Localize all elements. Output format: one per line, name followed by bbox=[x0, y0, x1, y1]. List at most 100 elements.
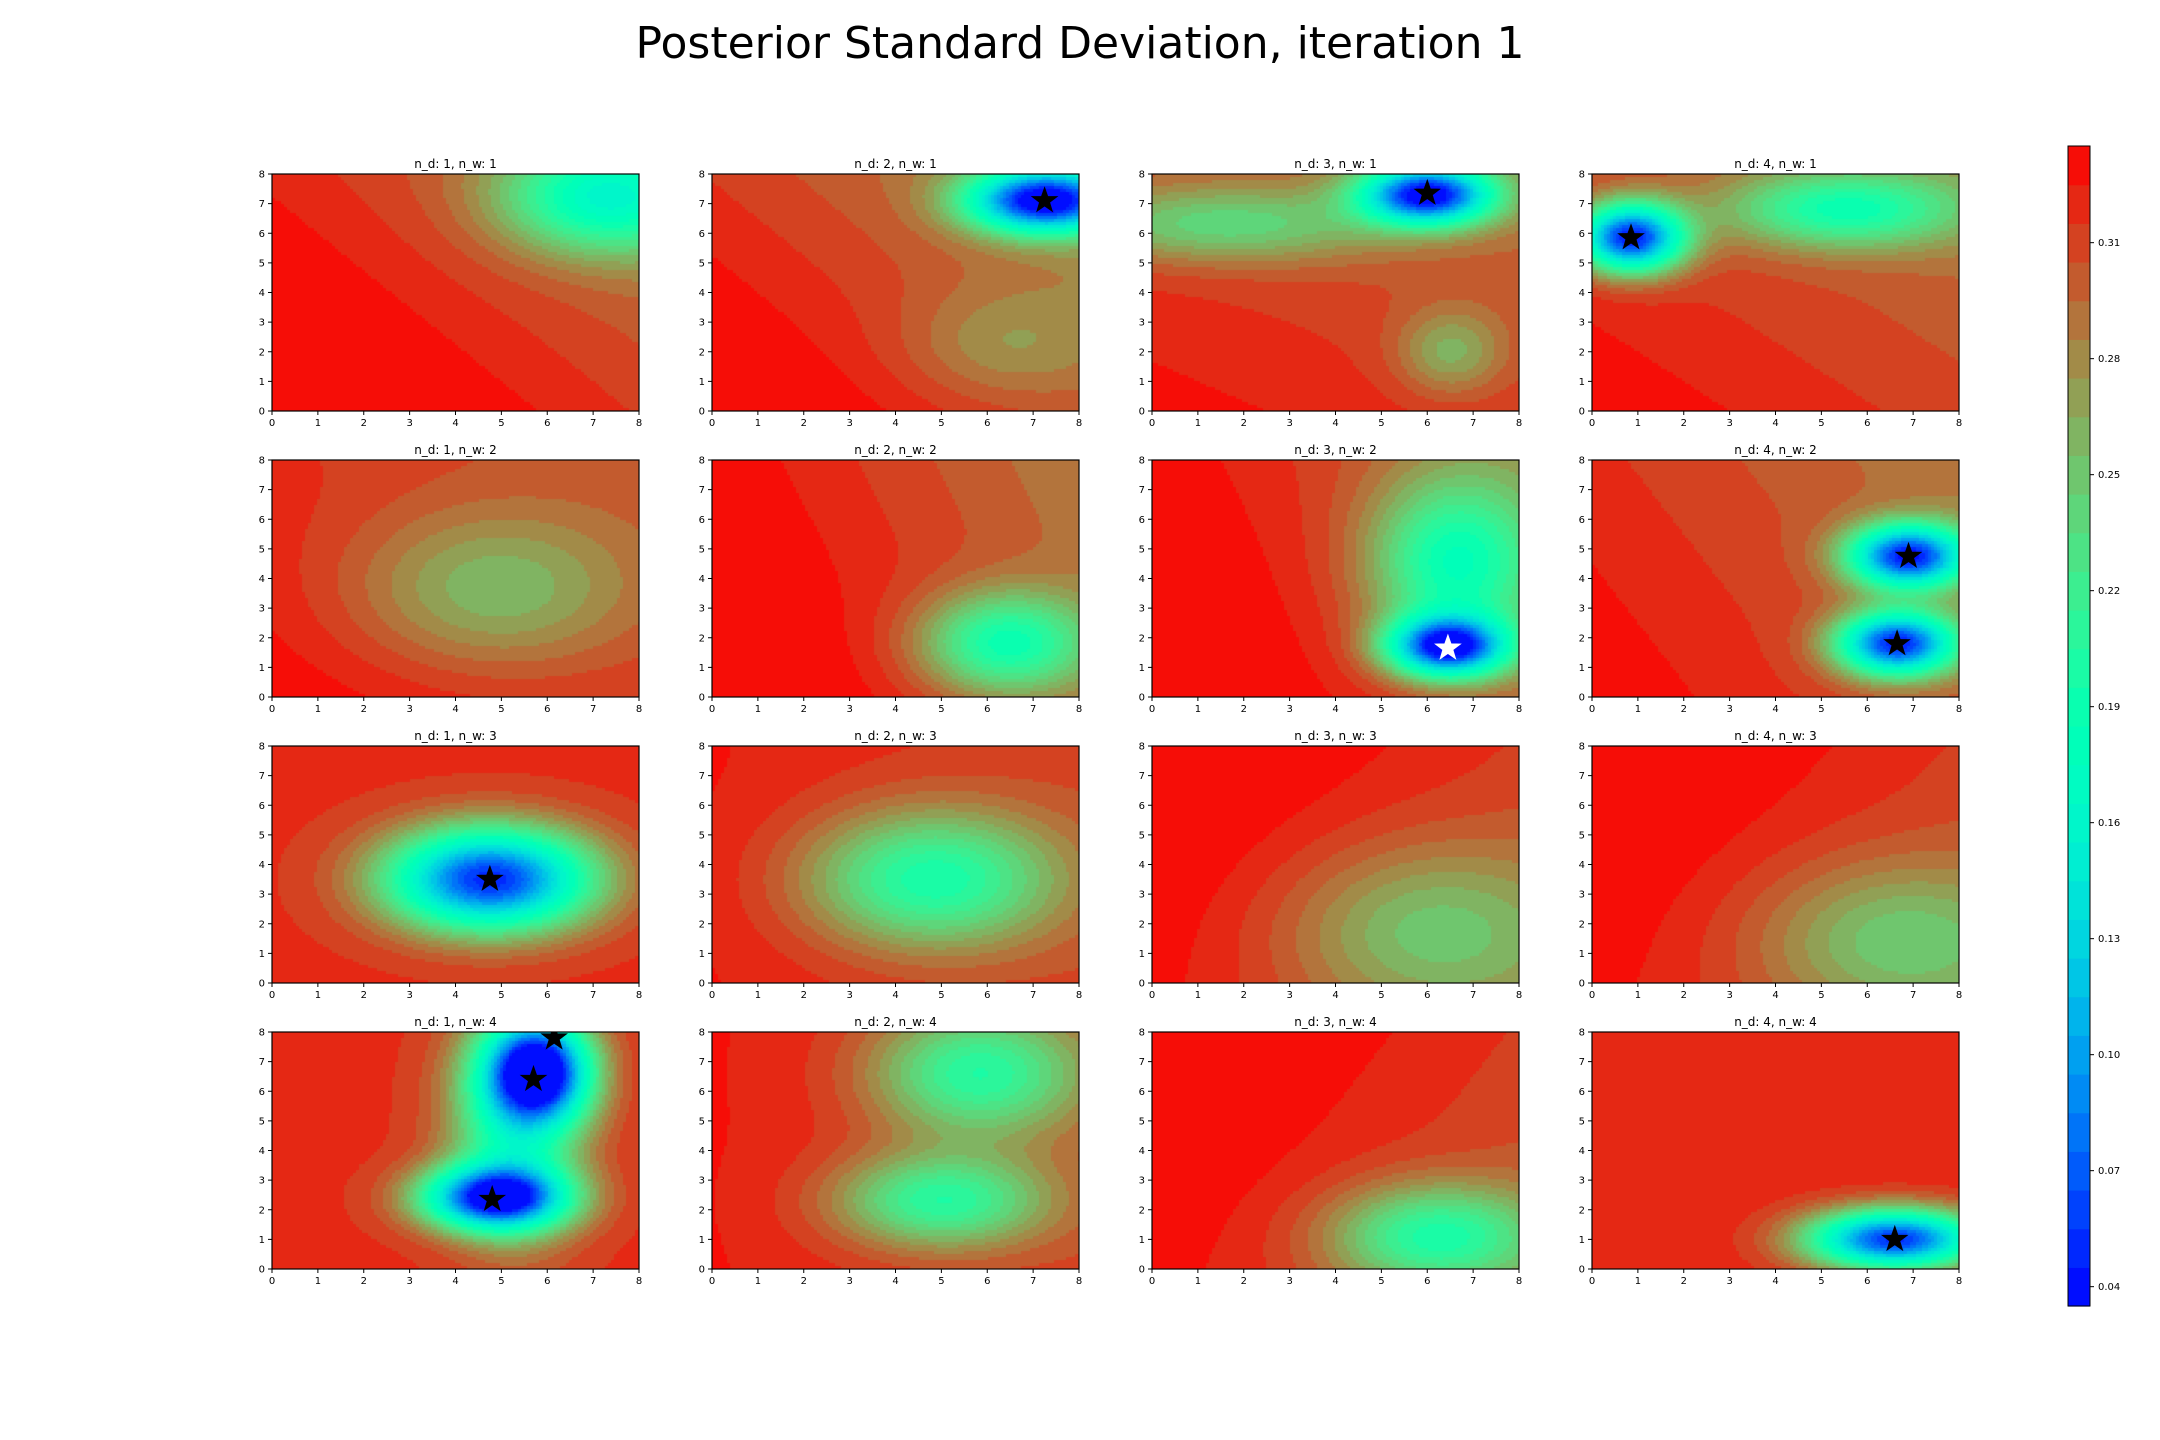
y-tick-label: 7 bbox=[699, 199, 705, 210]
y-tick-label: 4 bbox=[699, 288, 705, 299]
x-tick-label: 2 bbox=[1241, 704, 1247, 715]
x-tick-label: 5 bbox=[938, 990, 944, 1001]
y-tick-label: 0 bbox=[1579, 693, 1585, 704]
subplot-4: n_d: 4, n_w: 1 0 1 2 3 4 5 6 7 8 0 1 2 3 4 5 6 7 8 bbox=[1579, 157, 1963, 429]
y-tick-label: 2 bbox=[1579, 919, 1585, 930]
y-tick-label: 8 bbox=[1579, 1028, 1585, 1039]
x-tick-label: 4 bbox=[1772, 704, 1778, 715]
x-tick-label: 0 bbox=[1589, 418, 1595, 429]
y-tick-label: 8 bbox=[699, 170, 705, 181]
colorbar-band bbox=[2068, 1074, 2090, 1114]
colorbar-band bbox=[2068, 339, 2090, 379]
x-tick-label: 4 bbox=[1332, 990, 1338, 1001]
x-tick-label: 7 bbox=[1910, 1276, 1916, 1287]
y-tick-label: 1 bbox=[1139, 1235, 1145, 1246]
x-tick-label: 0 bbox=[269, 704, 275, 715]
y-tick-label: 8 bbox=[699, 1028, 705, 1039]
y-tick-label: 5 bbox=[259, 830, 265, 841]
x-tick-label: 3 bbox=[846, 704, 852, 715]
x-tick-label: 0 bbox=[1149, 990, 1155, 1001]
x-tick-label: 7 bbox=[1910, 990, 1916, 1001]
x-tick-label: 6 bbox=[1864, 990, 1870, 1001]
heatmap-field bbox=[1592, 746, 1959, 983]
x-tick-label: 5 bbox=[498, 1276, 504, 1287]
heatmap-field bbox=[1592, 1032, 1959, 1269]
y-tick-label: 4 bbox=[259, 574, 265, 585]
y-tick-label: 5 bbox=[699, 544, 705, 555]
y-tick-label: 4 bbox=[699, 574, 705, 585]
y-tick-label: 4 bbox=[259, 288, 265, 299]
subplot-title: n_d: 1, n_w: 3 bbox=[414, 729, 497, 743]
colorbar-tick-label: 0.19 bbox=[2098, 702, 2120, 713]
x-tick-label: 5 bbox=[1818, 990, 1824, 1001]
x-tick-label: 0 bbox=[1149, 418, 1155, 429]
x-tick-label: 4 bbox=[892, 1276, 898, 1287]
subplot-2: n_d: 2, n_w: 1 0 1 2 3 4 5 6 7 8 0 1 2 3 4 5 6 7 8 bbox=[699, 157, 1083, 429]
y-tick-label: 2 bbox=[1579, 347, 1585, 358]
y-tick-label: 7 bbox=[259, 1057, 265, 1068]
y-tick-label: 6 bbox=[259, 229, 265, 240]
subplot-title: n_d: 3, n_w: 4 bbox=[1294, 1015, 1377, 1029]
x-tick-label: 3 bbox=[406, 704, 412, 715]
x-tick-label: 8 bbox=[1076, 418, 1082, 429]
y-tick-label: 2 bbox=[699, 633, 705, 644]
y-tick-label: 1 bbox=[1139, 377, 1145, 388]
x-tick-label: 8 bbox=[1956, 704, 1962, 715]
y-tick-label: 3 bbox=[1579, 890, 1585, 901]
y-tick-label: 8 bbox=[699, 742, 705, 753]
heatmap-field bbox=[1152, 174, 1519, 411]
y-tick-label: 4 bbox=[1579, 860, 1585, 871]
colorbar: 0.04 0.07 0.10 0.13 0.16 0.19 0.22 0.25 0.28 0.31 bbox=[2067, 145, 2120, 1307]
y-tick-label: 1 bbox=[259, 663, 265, 674]
y-tick-label: 7 bbox=[1579, 771, 1585, 782]
y-tick-label: 5 bbox=[699, 258, 705, 269]
subplot-title: n_d: 3, n_w: 1 bbox=[1294, 157, 1377, 171]
y-tick-label: 5 bbox=[259, 1116, 265, 1127]
y-tick-label: 2 bbox=[259, 1205, 265, 1216]
y-tick-label: 4 bbox=[1579, 1146, 1585, 1157]
y-tick-label: 3 bbox=[1139, 890, 1145, 901]
x-tick-label: 7 bbox=[1910, 418, 1916, 429]
x-tick-label: 4 bbox=[1772, 1276, 1778, 1287]
subplot-3: n_d: 3, n_w: 1 0 1 2 3 4 5 6 7 8 0 1 2 3 4 5 6 7 8 bbox=[1139, 157, 1523, 429]
colorbar-band bbox=[2068, 610, 2090, 650]
x-tick-label: 7 bbox=[590, 990, 596, 1001]
colorbar-band bbox=[2068, 378, 2090, 418]
x-tick-label: 5 bbox=[498, 990, 504, 1001]
heatmap-field bbox=[272, 460, 639, 697]
x-tick-label: 0 bbox=[709, 990, 715, 1001]
colorbar-tick-label: 0.16 bbox=[2098, 818, 2120, 829]
colorbar-band bbox=[2068, 764, 2090, 804]
y-tick-label: 4 bbox=[1139, 574, 1145, 585]
colorbar-tick-label: 0.07 bbox=[2098, 1166, 2120, 1177]
x-tick-label: 5 bbox=[1818, 1276, 1824, 1287]
x-tick-label: 8 bbox=[1956, 990, 1962, 1001]
heatmap-field bbox=[272, 746, 639, 983]
y-tick-label: 0 bbox=[259, 407, 265, 418]
subplot-10: n_d: 2, n_w: 3 0 1 2 3 4 5 6 7 8 0 1 2 3 4 5 6 7 8 bbox=[699, 729, 1083, 1001]
x-tick-label: 7 bbox=[590, 1276, 596, 1287]
x-tick-label: 4 bbox=[892, 990, 898, 1001]
x-tick-label: 4 bbox=[452, 1276, 458, 1287]
y-tick-label: 8 bbox=[259, 170, 265, 181]
x-tick-label: 4 bbox=[1332, 704, 1338, 715]
x-tick-label: 0 bbox=[1589, 1276, 1595, 1287]
x-tick-label: 8 bbox=[1076, 704, 1082, 715]
colorbar-band bbox=[2068, 842, 2090, 882]
x-tick-label: 8 bbox=[636, 1276, 642, 1287]
y-tick-label: 5 bbox=[699, 830, 705, 841]
x-tick-label: 3 bbox=[1726, 990, 1732, 1001]
y-tick-label: 3 bbox=[1139, 1176, 1145, 1187]
x-tick-label: 1 bbox=[755, 990, 761, 1001]
sample-star-marker bbox=[1413, 178, 1442, 206]
x-tick-label: 3 bbox=[1726, 704, 1732, 715]
y-tick-label: 6 bbox=[1579, 515, 1585, 526]
y-tick-label: 0 bbox=[259, 979, 265, 990]
y-tick-label: 0 bbox=[699, 1265, 705, 1276]
subplot-12: n_d: 4, n_w: 3 0 1 2 3 4 5 6 7 8 0 1 2 3 4 5 6 7 8 bbox=[1579, 729, 1963, 1001]
y-tick-label: 3 bbox=[699, 1176, 705, 1187]
heatmap-field bbox=[1592, 460, 1959, 697]
heatmap-field bbox=[1592, 174, 1959, 411]
y-tick-label: 0 bbox=[1139, 407, 1145, 418]
subplot-title: n_d: 3, n_w: 3 bbox=[1294, 729, 1377, 743]
